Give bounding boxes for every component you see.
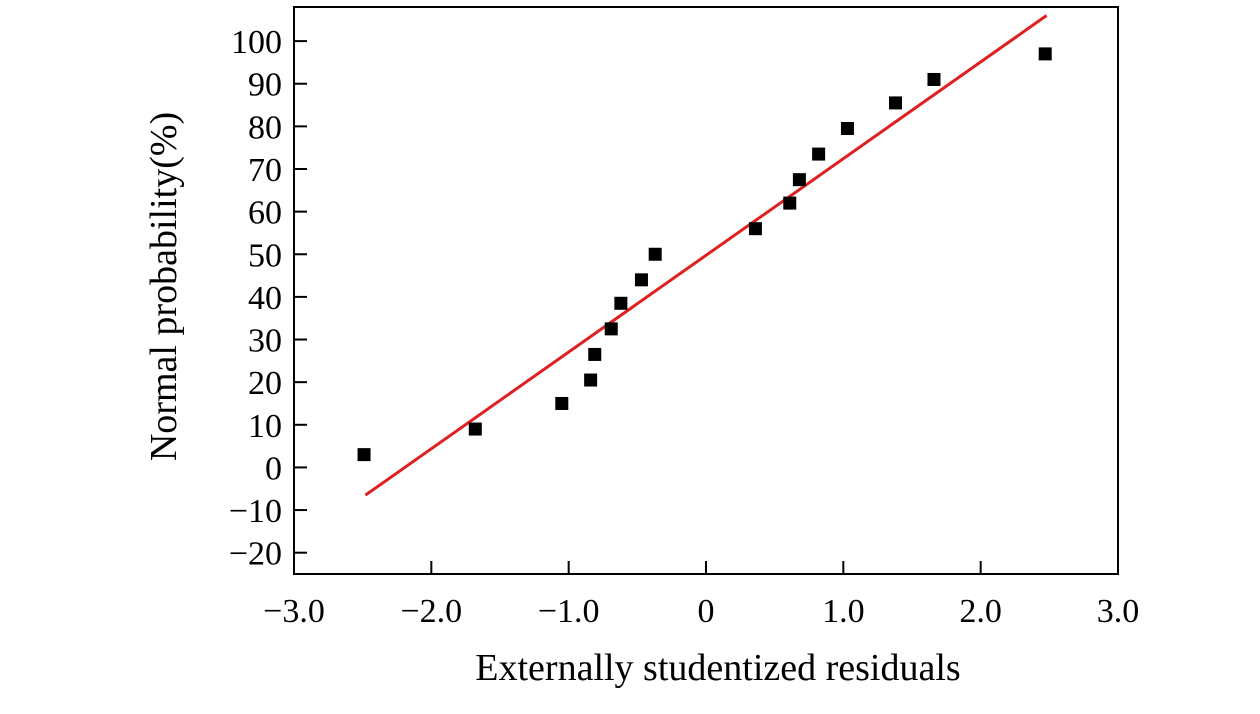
data-point bbox=[604, 322, 618, 336]
y-tick-label: 40 bbox=[248, 280, 282, 317]
x-tick-label: 3.0 bbox=[1097, 593, 1140, 630]
points-layer bbox=[357, 47, 1052, 462]
data-point bbox=[812, 147, 826, 161]
x-tick-label: 2.0 bbox=[959, 593, 1002, 630]
fit-line-layer bbox=[364, 14, 1048, 497]
y-tick-label: 50 bbox=[248, 237, 282, 274]
y-tick-label: −20 bbox=[229, 536, 282, 573]
x-tick-label: 1.0 bbox=[822, 593, 865, 630]
y-tick-label: 80 bbox=[248, 109, 282, 146]
y-tick-label: 0 bbox=[265, 450, 282, 487]
data-point bbox=[840, 122, 854, 135]
x-tick-label: 0 bbox=[698, 593, 715, 630]
ticks-layer: −3.0 −2.0 −1.0 0 1.0 2.0 3.0 −20 −10 0 10 20 30 40 50 6… bbox=[229, 24, 1139, 630]
data-point bbox=[1038, 47, 1052, 61]
y-tick-label: 30 bbox=[248, 323, 282, 360]
y-tick-label: 100 bbox=[231, 24, 282, 61]
x-tick-label: −2.0 bbox=[400, 593, 462, 630]
data-point bbox=[648, 247, 662, 261]
y-tick-label: 20 bbox=[248, 365, 282, 402]
fit-line bbox=[364, 14, 1048, 497]
y-tick-label: −10 bbox=[229, 493, 282, 530]
data-point bbox=[889, 96, 903, 110]
data-point bbox=[588, 347, 602, 361]
y-tick-label: 70 bbox=[248, 152, 282, 189]
y-axis-title: Normal probability(%) bbox=[143, 112, 185, 461]
x-tick-label: −3.0 bbox=[263, 593, 325, 630]
data-point bbox=[634, 273, 648, 287]
data-point bbox=[555, 396, 569, 410]
y-tick-label: 10 bbox=[248, 408, 282, 445]
x-axis-title: Externally studentized residuals bbox=[475, 647, 960, 689]
data-point bbox=[748, 222, 762, 236]
data-point bbox=[468, 422, 482, 436]
data-point bbox=[584, 373, 598, 387]
plot-frame bbox=[293, 6, 1119, 575]
y-tick-label: 90 bbox=[248, 67, 282, 104]
y-tick-label: 60 bbox=[248, 195, 282, 232]
data-point bbox=[783, 196, 797, 210]
x-tick-label: −1.0 bbox=[538, 593, 600, 630]
data-point bbox=[927, 72, 941, 86]
data-point bbox=[357, 448, 371, 462]
data-point bbox=[792, 173, 806, 187]
data-point bbox=[614, 296, 628, 310]
